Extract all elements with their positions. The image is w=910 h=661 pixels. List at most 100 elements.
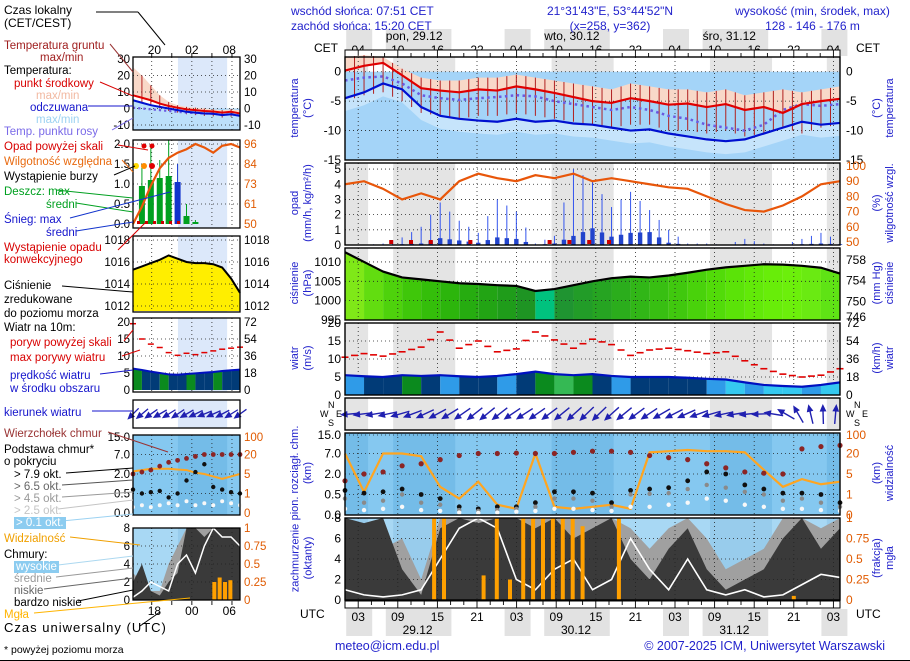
legend-okta-25: > 2.5 okt. — [14, 505, 62, 517]
svg-text:54: 54 — [244, 334, 257, 346]
svg-text:18: 18 — [244, 368, 257, 380]
svg-text:0.75: 0.75 — [244, 541, 266, 553]
legend-local-time-2: (CET/CEST) — [4, 17, 71, 29]
copyright-text: © 2007-2025 ICM, Uniwersytet Warszawski — [600, 639, 885, 653]
svg-text:72: 72 — [846, 316, 860, 330]
svg-text:61: 61 — [244, 199, 257, 211]
svg-text:30.12: 30.12 — [561, 623, 591, 637]
svg-text:-5: -5 — [330, 94, 341, 108]
svg-text:90: 90 — [846, 174, 860, 188]
svg-text:0: 0 — [124, 385, 130, 397]
legend-local-time: Czas lokalny — [4, 4, 72, 16]
legend-feels-like: odczuwana — [30, 102, 88, 114]
svg-text:0.5: 0.5 — [324, 488, 341, 502]
svg-text:84: 84 — [244, 159, 257, 171]
legend-temp-maxmin: max/min — [36, 90, 79, 102]
legend-convective-2: konwekcyjnego — [4, 254, 83, 266]
axis-label-left-0: temperatura(°C) — [289, 65, 315, 149]
axis-label-right-5: (frakcja)mgła — [871, 522, 897, 594]
svg-text:0: 0 — [334, 238, 341, 252]
svg-text:73: 73 — [244, 179, 257, 191]
svg-text:18: 18 — [846, 370, 860, 384]
sun-times: wschód słońca: 07:51 CET zachód słońca: … — [291, 4, 434, 34]
compass-w: W — [320, 409, 329, 419]
axis-label-right-2: (mm Hg)ciśnienie — [871, 247, 897, 319]
svg-text:50: 50 — [244, 219, 257, 231]
compass-s: S — [328, 418, 334, 428]
contact-email-link[interactable]: meteo@icm.edu.pl — [335, 639, 439, 653]
legend-humidity: Wilgotność względna — [4, 156, 112, 168]
axis-label-left-3: wiatr(m/s) — [289, 335, 315, 381]
legend-rain-max: Deszcz: max — [4, 186, 70, 198]
svg-text:1010: 1010 — [314, 255, 341, 269]
svg-text:09: 09 — [708, 610, 722, 624]
legend-utc-time: Czas uniwersalny (UTC) — [4, 622, 167, 634]
svg-text:1.0: 1.0 — [114, 179, 130, 191]
svg-text:15.0: 15.0 — [318, 428, 342, 442]
svg-text:2: 2 — [334, 573, 341, 587]
svg-text:10: 10 — [117, 87, 130, 99]
sunset-text: zachód słońca: 15:20 CET — [291, 19, 434, 34]
axis-label-right-4: (km)widzialność — [871, 431, 897, 515]
svg-text:09: 09 — [391, 610, 405, 624]
svg-text:20: 20 — [846, 447, 860, 461]
axis-label-left-2: ciśnienie(hPa) — [289, 247, 315, 319]
legend-cloud-base-1: Podstawa chmur* — [4, 444, 94, 456]
svg-text:1012: 1012 — [244, 301, 270, 313]
compass-s: S — [854, 418, 860, 428]
legend-okta-65: > 6.5 okt. — [14, 481, 62, 493]
legend-clouds-mid: średnie — [14, 573, 52, 585]
sunrise-text: wschód słońca: 07:51 CET — [291, 4, 434, 19]
svg-text:30: 30 — [244, 54, 257, 66]
axis-label-left-1: opad(mm/h, kg/m²/h) — [289, 148, 315, 258]
svg-text:-10: -10 — [846, 124, 864, 138]
svg-text:10: 10 — [328, 352, 342, 366]
svg-text:0: 0 — [244, 508, 250, 520]
altitude-values: 128 - 146 - 176 m — [715, 19, 910, 34]
svg-text:5: 5 — [124, 368, 130, 380]
svg-text:0: 0 — [334, 65, 341, 79]
svg-text:1012: 1012 — [104, 301, 130, 313]
svg-text:1: 1 — [244, 523, 250, 535]
svg-text:-10: -10 — [113, 120, 130, 132]
legend-storm: Wystąpienie burzy — [4, 171, 98, 183]
legend-clouds: Chmury: — [4, 549, 47, 561]
legend-ground-maxmin: max/min — [40, 52, 83, 64]
svg-text:1014: 1014 — [104, 279, 130, 291]
svg-text:08: 08 — [223, 43, 237, 57]
legend-clouds-verylow: bardzo niskie — [14, 597, 82, 609]
svg-text:754: 754 — [846, 274, 866, 288]
legend-cloud-top: Wierzchołek chmur — [4, 428, 102, 440]
svg-text:0.0: 0.0 — [114, 508, 130, 520]
axis-label-right-1: (%)wilgotność wzgl. — [871, 145, 897, 261]
legend-dew-point: Temp. punktu rosy — [4, 126, 98, 138]
svg-text:21: 21 — [629, 610, 643, 624]
svg-text:21: 21 — [787, 610, 801, 624]
svg-text:4: 4 — [334, 552, 341, 566]
svg-text:1000: 1000 — [314, 294, 341, 308]
svg-text:1014: 1014 — [244, 279, 270, 291]
svg-text:0.75: 0.75 — [846, 532, 870, 546]
legend-snow-max: Śnieg: max — [4, 214, 62, 226]
svg-text:15: 15 — [748, 610, 762, 624]
svg-text:03: 03 — [352, 610, 366, 624]
svg-text:1018: 1018 — [244, 235, 270, 247]
svg-text:2.0: 2.0 — [114, 139, 130, 151]
svg-text:20: 20 — [117, 317, 130, 329]
svg-text:750: 750 — [846, 294, 866, 308]
utc-label-right: UTC — [856, 608, 881, 620]
legend-rain-avg: średni — [46, 199, 77, 211]
legend-pressure-1: Ciśnienie — [4, 280, 51, 292]
svg-text:1: 1 — [846, 511, 853, 525]
legend-wind-speed-2: w środku obszaru — [10, 383, 100, 395]
svg-text:0.25: 0.25 — [244, 577, 266, 589]
legend-clouds-high: wysokie — [14, 561, 59, 573]
svg-text:0: 0 — [334, 593, 341, 607]
svg-text:96: 96 — [244, 139, 257, 151]
legend-feels-maxmin: max/min — [36, 114, 79, 126]
cet-label-left: CET — [314, 42, 338, 54]
altitude-label: wysokość (min, środek, max) — [715, 4, 910, 19]
svg-text:20: 20 — [244, 450, 257, 462]
svg-text:100: 100 — [244, 432, 263, 444]
svg-text:20: 20 — [117, 71, 130, 83]
